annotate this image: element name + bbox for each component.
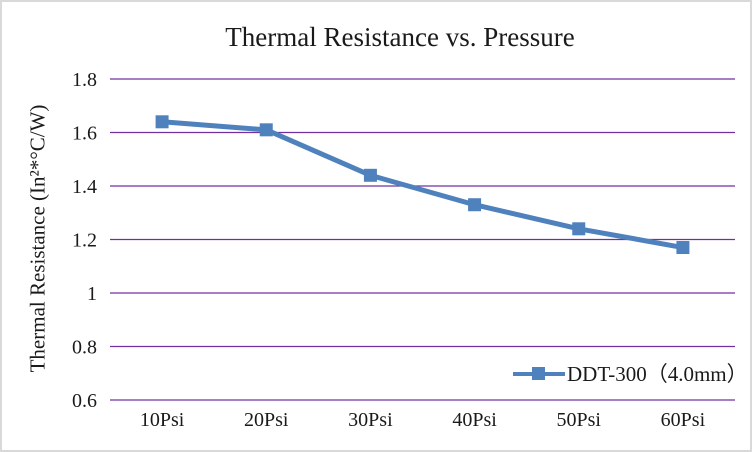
y-tick-label: 1.8 [72, 69, 97, 91]
series-line [159, 119, 686, 251]
data-point-marker [155, 115, 169, 129]
chart-title: Thermal Resistance vs. Pressure [225, 22, 575, 52]
data-point-marker [572, 222, 586, 236]
y-tick-label: 1.4 [72, 176, 97, 198]
x-tick-label: 60Psi [661, 409, 706, 431]
y-tick-label: 0.6 [72, 390, 97, 412]
y-tick-label: 1.2 [72, 230, 97, 252]
data-point-marker [259, 123, 273, 137]
x-tick-label: 20Psi [244, 409, 289, 431]
y-tick-label: 0.8 [72, 337, 97, 359]
data-point-marker [676, 241, 690, 255]
y-tick-label: 1 [87, 283, 97, 305]
data-point-marker [468, 198, 482, 212]
x-tick-label: 50Psi [557, 409, 602, 431]
x-tick-label: 10Psi [140, 409, 185, 431]
x-tick-label: 30Psi [348, 409, 393, 431]
x-tick-label: 40Psi [452, 409, 497, 431]
data-point-marker [363, 168, 377, 182]
y-tick-label: 1.6 [72, 123, 97, 145]
legend: DDT-300（4.0mm） [513, 358, 748, 388]
legend-series-label: DDT-300（4.0mm） [567, 362, 748, 386]
legend-square-icon [532, 366, 545, 380]
legend-series-marker-icon [513, 366, 565, 380]
